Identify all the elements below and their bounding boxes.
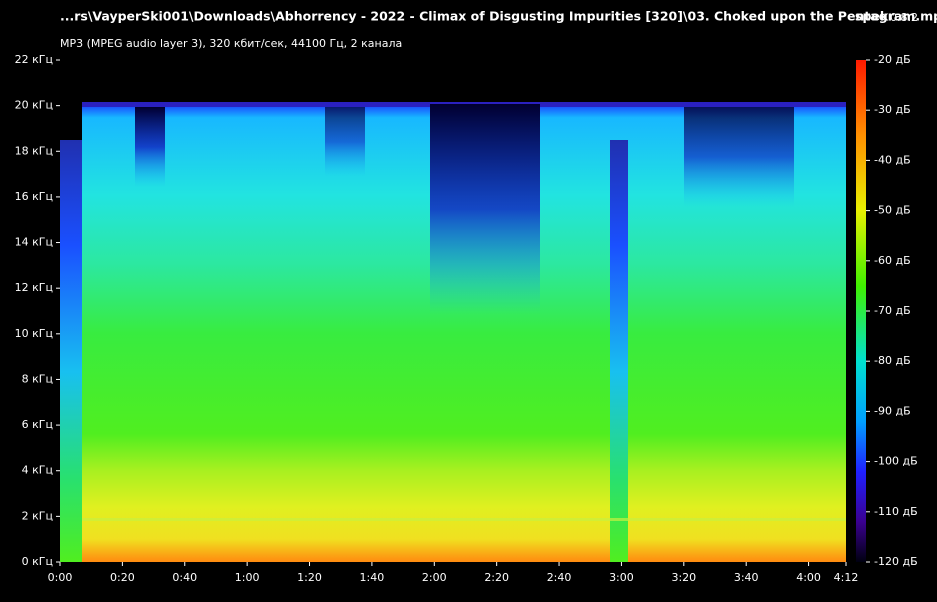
- color-tick-label: -80 дБ: [874, 354, 911, 367]
- x-tick-label: 1:20: [297, 571, 322, 584]
- y-tick-label: 22 кГц: [15, 53, 53, 66]
- y-tick-label: 4 кГц: [22, 464, 53, 477]
- y-tick-label: 10 кГц: [15, 327, 53, 340]
- y-tick-label: 2 кГц: [22, 509, 53, 522]
- x-tick-label: 3:40: [734, 571, 759, 584]
- color-tick-label: -110 дБ: [874, 505, 918, 518]
- dark-band: [684, 107, 794, 207]
- chart-title: ...rs\VayperSki001\Downloads\Abhorrency …: [60, 9, 937, 24]
- color-tick-label: -90 дБ: [874, 404, 911, 417]
- y-tick-label: 6 кГц: [22, 418, 53, 431]
- x-tick-label: 2:40: [547, 571, 572, 584]
- y-tick-label: 8 кГц: [22, 372, 53, 385]
- x-tick-label: 2:20: [484, 571, 509, 584]
- color-tick-label: -100 дБ: [874, 455, 918, 468]
- color-tick-label: -40 дБ: [874, 153, 911, 166]
- app-name: spek: [855, 9, 889, 24]
- x-tick-label: 0:20: [110, 571, 135, 584]
- quiet-section: [610, 140, 628, 562]
- color-tick-label: -30 дБ: [874, 103, 911, 116]
- y-tick-label: 20 кГц: [15, 99, 53, 112]
- dark-band: [325, 107, 365, 177]
- subtitle: MP3 (MPEG audio layer 3), 320 кбит/сек, …: [60, 37, 402, 50]
- x-tick-label: 4:00: [796, 571, 821, 584]
- color-tick-label: -50 дБ: [874, 204, 911, 217]
- app-version: 0.8.2: [890, 11, 918, 24]
- y-tick-label: 12 кГц: [15, 281, 53, 294]
- x-tick-label: 3:00: [609, 571, 634, 584]
- x-tick-label: 1:40: [360, 571, 385, 584]
- y-tick-label: 14 кГц: [15, 236, 53, 249]
- color-tick-label: -20 дБ: [874, 53, 911, 66]
- color-tick-label: -120 дБ: [874, 555, 918, 568]
- spectrogram: [60, 60, 846, 562]
- x-tick-label: 4:12: [834, 571, 859, 584]
- dark-band: [135, 107, 165, 187]
- x-tick-label: 0:40: [172, 571, 197, 584]
- y-tick-label: 0 кГц: [22, 555, 53, 568]
- y-tick-label: 18 кГц: [15, 144, 53, 157]
- x-tick-label: 3:20: [671, 571, 696, 584]
- y-tick-label: 16 кГц: [15, 190, 53, 203]
- color-tick-label: -70 дБ: [874, 304, 911, 317]
- color-bar: [856, 60, 866, 562]
- quiet-section: [60, 140, 82, 562]
- x-tick-label: 0:00: [48, 571, 73, 584]
- x-tick-label: 1:00: [235, 571, 260, 584]
- x-tick-label: 2:00: [422, 571, 447, 584]
- freq-line: [82, 518, 846, 521]
- dark-band: [430, 104, 540, 314]
- color-tick-label: -60 дБ: [874, 254, 911, 267]
